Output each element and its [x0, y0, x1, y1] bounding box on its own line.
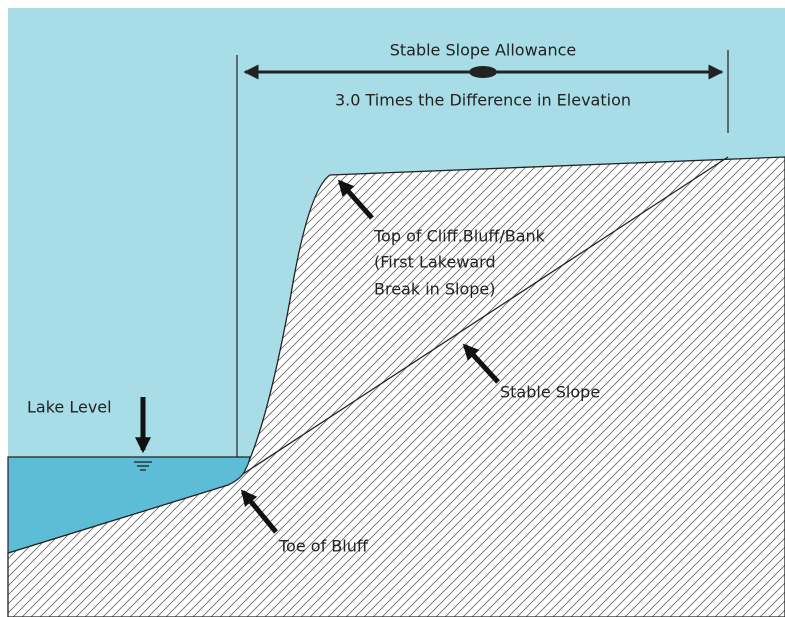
label: (First Lakeward [374, 253, 496, 272]
dimension-oval [469, 66, 497, 78]
lake-water [7, 456, 251, 554]
label: Toe of Bluff [278, 537, 369, 556]
pointer-arrow [337, 179, 374, 220]
label: Stable Slope [500, 383, 600, 402]
pointer-arrow [462, 343, 500, 384]
label: Lake Level [27, 398, 112, 417]
dimension-description: 3.0 Times the Difference in Elevation [335, 91, 631, 110]
label: Break in Slope) [374, 280, 496, 299]
label: Top of Cliff.Bluff/Bank [373, 227, 546, 246]
dimension-title: Stable Slope Allowance [390, 41, 577, 60]
stable-slope-line [242, 156, 729, 475]
pointer-arrow [240, 489, 278, 534]
